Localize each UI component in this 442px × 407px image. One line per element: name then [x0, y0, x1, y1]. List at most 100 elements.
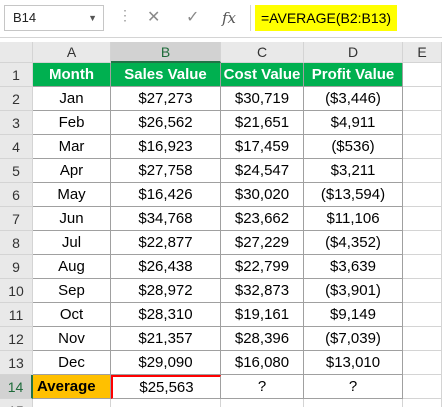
cell-cost[interactable]: $19,161 — [221, 303, 304, 327]
cell-month[interactable]: Jul — [33, 231, 111, 255]
header-cost-value[interactable]: Cost Value — [221, 63, 304, 87]
cell-profit[interactable]: $11,106 — [304, 207, 403, 231]
name-box[interactable]: B14 ▼ — [4, 5, 104, 31]
cell-sales[interactable]: $26,562 — [111, 111, 221, 135]
cell-sales[interactable]: $34,768 — [111, 207, 221, 231]
cell[interactable] — [403, 63, 442, 87]
cell-cost[interactable]: $17,459 — [221, 135, 304, 159]
cell-cost[interactable]: $21,651 — [221, 111, 304, 135]
row-number[interactable]: 15 — [0, 399, 33, 407]
cell-cost[interactable]: $24,547 — [221, 159, 304, 183]
cell[interactable] — [403, 327, 442, 351]
average-profit[interactable]: ? — [304, 375, 403, 399]
cell-month[interactable]: Mar — [33, 135, 111, 159]
cell[interactable] — [403, 231, 442, 255]
cell-sales[interactable]: $27,273 — [111, 87, 221, 111]
cell-profit[interactable]: ($7,039) — [304, 327, 403, 351]
row-number[interactable]: 5 — [0, 159, 33, 183]
cell[interactable] — [403, 399, 442, 407]
cell[interactable] — [403, 303, 442, 327]
cell-profit[interactable]: $3,211 — [304, 159, 403, 183]
enter-icon[interactable]: ✓ — [186, 9, 200, 26]
row-number[interactable]: 9 — [0, 255, 33, 279]
insert-function-icon[interactable]: fx — [222, 9, 237, 27]
row-number[interactable]: 13 — [0, 351, 33, 375]
row-number[interactable]: 14 — [0, 375, 33, 399]
cell-profit[interactable]: $4,911 — [304, 111, 403, 135]
cell-month[interactable]: Aug — [33, 255, 111, 279]
cell[interactable] — [403, 87, 442, 111]
cancel-icon[interactable]: ✕ — [147, 9, 161, 26]
cell-profit[interactable]: $3,639 — [304, 255, 403, 279]
column-header-a[interactable]: A — [33, 42, 111, 63]
cell[interactable] — [221, 399, 304, 407]
cell-sales[interactable]: $27,758 — [111, 159, 221, 183]
row-number[interactable]: 11 — [0, 303, 33, 327]
cell[interactable] — [403, 159, 442, 183]
cell-profit[interactable]: ($13,594) — [304, 183, 403, 207]
row-number[interactable]: 8 — [0, 231, 33, 255]
row-number[interactable]: 1 — [0, 63, 33, 87]
cell-month[interactable]: Sep — [33, 279, 111, 303]
active-cell-b14[interactable]: $25,563 — [111, 375, 221, 399]
cell-cost[interactable]: $27,229 — [221, 231, 304, 255]
cell-profit[interactable]: ($4,352) — [304, 231, 403, 255]
cell[interactable] — [403, 255, 442, 279]
cell[interactable] — [304, 399, 403, 407]
column-header-e[interactable]: E — [403, 42, 442, 63]
cell-month[interactable]: Apr — [33, 159, 111, 183]
cell-sales[interactable]: $28,310 — [111, 303, 221, 327]
header-month[interactable]: Month — [33, 63, 111, 87]
cell-profit[interactable]: $13,010 — [304, 351, 403, 375]
cell-cost[interactable]: $16,080 — [221, 351, 304, 375]
cell-sales[interactable]: $16,426 — [111, 183, 221, 207]
column-header-c[interactable]: C — [221, 42, 304, 63]
cell-cost[interactable]: $30,719 — [221, 87, 304, 111]
cell[interactable] — [403, 183, 442, 207]
cell[interactable] — [403, 207, 442, 231]
cell[interactable] — [403, 375, 442, 399]
header-sales-value[interactable]: Sales Value — [111, 63, 221, 87]
cell-month[interactable]: Nov — [33, 327, 111, 351]
cell-cost[interactable]: $22,799 — [221, 255, 304, 279]
cell-cost[interactable]: $30,020 — [221, 183, 304, 207]
row-number[interactable]: 10 — [0, 279, 33, 303]
column-header-d[interactable]: D — [304, 42, 403, 63]
cell-profit[interactable]: ($3,901) — [304, 279, 403, 303]
row-number[interactable]: 6 — [0, 183, 33, 207]
average-label[interactable]: Average — [33, 375, 111, 399]
cell-month[interactable]: Jan — [33, 87, 111, 111]
cell-profit[interactable]: $9,149 — [304, 303, 403, 327]
cell-month[interactable]: Feb — [33, 111, 111, 135]
cell-month[interactable]: May — [33, 183, 111, 207]
cell-sales[interactable]: $28,972 — [111, 279, 221, 303]
cell-sales[interactable]: $22,877 — [111, 231, 221, 255]
average-cost[interactable]: ? — [221, 375, 304, 399]
cell-sales[interactable]: $29,090 — [111, 351, 221, 375]
cell[interactable] — [403, 279, 442, 303]
chevron-down-icon[interactable]: ▼ — [88, 13, 97, 23]
cell-cost[interactable]: $23,662 — [221, 207, 304, 231]
column-header-b[interactable]: B — [111, 42, 221, 63]
cell-profit[interactable]: ($3,446) — [304, 87, 403, 111]
cell-sales[interactable]: $21,357 — [111, 327, 221, 351]
select-all-corner[interactable] — [0, 42, 33, 63]
cell-month[interactable]: Dec — [33, 351, 111, 375]
cell-cost[interactable]: $32,873 — [221, 279, 304, 303]
cell-cost[interactable]: $28,396 — [221, 327, 304, 351]
row-number[interactable]: 12 — [0, 327, 33, 351]
cell-month[interactable]: Oct — [33, 303, 111, 327]
row-number[interactable]: 7 — [0, 207, 33, 231]
row-number[interactable]: 3 — [0, 111, 33, 135]
cell[interactable] — [403, 351, 442, 375]
row-number[interactable]: 4 — [0, 135, 33, 159]
cell-month[interactable]: Jun — [33, 207, 111, 231]
cell[interactable] — [111, 399, 221, 407]
cell-sales[interactable]: $26,438 — [111, 255, 221, 279]
cell[interactable] — [33, 399, 111, 407]
cell-sales[interactable]: $16,923 — [111, 135, 221, 159]
header-profit-value[interactable]: Profit Value — [304, 63, 403, 87]
cell[interactable] — [403, 111, 442, 135]
formula-input[interactable] — [250, 5, 442, 31]
row-number[interactable]: 2 — [0, 87, 33, 111]
